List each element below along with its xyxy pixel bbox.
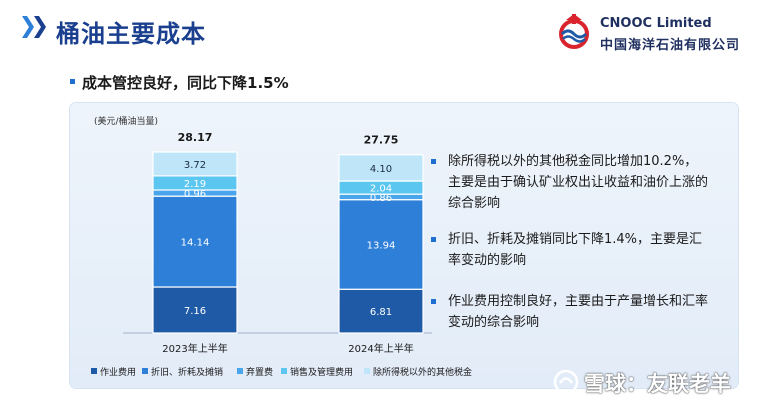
bar-segment (152, 151, 238, 177)
data-label: 13.94 (367, 240, 396, 251)
legend-label: 折旧、折耗及摊销 (151, 366, 223, 378)
legend-swatch (91, 368, 97, 374)
note-text: 作业费用控制良好，主要由于产量增长和汇率变动的综合影响 (448, 294, 709, 330)
chart-unit-label: (美元/桶油当量) (94, 117, 159, 127)
bar-segment (152, 195, 238, 288)
legend-swatch (237, 368, 243, 374)
bullet-icon (431, 237, 436, 242)
cnooc-logo-icon (559, 14, 589, 49)
data-label: 6.81 (370, 307, 392, 318)
data-label: 14.14 (181, 238, 210, 249)
note-text: 除所得税以外的其他税金同比增加10.2%，主要是由于确认矿业权出让收益和油价上涨… (448, 154, 709, 211)
watermark: 雪球：友联老羊 (584, 372, 731, 396)
headline-bullet-icon (70, 79, 75, 84)
legend-swatch (142, 368, 148, 374)
x-tick-label: 2024年上半年 (348, 342, 413, 355)
data-label: 7.16 (184, 306, 206, 317)
title-bar: 桶油主要成本 CNOOC Limited 中国海洋石油有限公司 (0, 0, 769, 62)
x-tick-label: 2023年上半年 (162, 342, 227, 355)
data-label: 0.96 (184, 189, 206, 200)
data-label: 2.19 (184, 179, 206, 190)
total-label: 28.17 (178, 131, 213, 144)
page-title: 桶油主要成本 (56, 20, 206, 48)
legend-label: 作业费用 (100, 366, 136, 378)
company-name-cn: 中国海洋石油有限公司 (600, 38, 741, 53)
total-label: 27.75 (364, 134, 399, 147)
legend-label: 弃置费 (246, 366, 273, 378)
headline: 成本管控良好，同比下降1.5% (82, 74, 289, 92)
data-label: 4.10 (370, 164, 392, 175)
bullet-icon (431, 299, 436, 304)
chevron-right-icon (22, 16, 34, 38)
legend-swatch (281, 368, 287, 374)
data-label: 3.72 (184, 160, 206, 171)
snowball-logo-icon (553, 369, 579, 395)
data-label: 0.86 (370, 193, 392, 204)
bar-segment (338, 199, 424, 290)
chevron-right-icon (34, 16, 46, 38)
bar-segment (338, 154, 424, 182)
legend-label: 除所得税以外的其他税金 (373, 366, 472, 378)
bar-segment (152, 286, 238, 334)
legend-label: 销售及管理费用 (290, 366, 353, 378)
company-name-en: CNOOC Limited (600, 16, 712, 31)
legend-swatch (364, 368, 370, 374)
bullet-icon (431, 159, 436, 164)
note-text: 折旧、折耗及摊销同比下降1.4%，主要是汇率变动的影响 (448, 232, 703, 268)
data-label: 2.04 (370, 184, 392, 195)
